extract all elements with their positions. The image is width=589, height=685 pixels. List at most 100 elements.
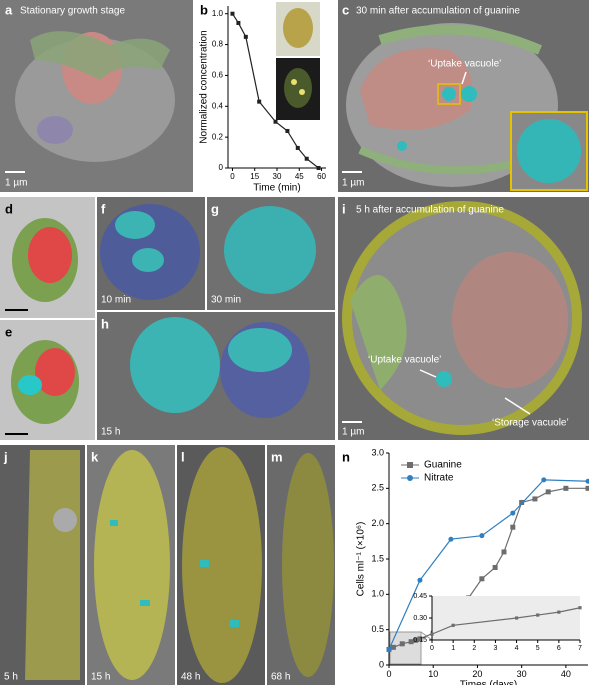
x-tick-label: 0 — [230, 172, 235, 181]
panel-caption: 30 min after accumulation of guanine — [356, 6, 520, 17]
crystal — [442, 87, 456, 101]
marker — [501, 549, 507, 555]
nucleus — [452, 252, 568, 388]
crystal — [291, 79, 297, 85]
marker — [285, 128, 290, 133]
marker — [585, 485, 589, 491]
y-tick-label: 1.5 — [371, 553, 384, 563]
x-tick-label: 45 — [295, 172, 304, 181]
x-tick-label: 1 — [451, 645, 455, 652]
y-tick-label: 1.0 — [371, 589, 384, 599]
x-tick-label: 30 — [273, 172, 282, 181]
marker — [236, 20, 241, 25]
cell — [283, 8, 313, 48]
scale-label: 1 µm — [342, 427, 364, 438]
x-tick-label: 60 — [317, 172, 326, 181]
annotation: ‘Uptake vacuole’ — [428, 59, 501, 70]
y-tick-label: 0 — [219, 163, 224, 172]
marker — [536, 613, 540, 617]
marker — [585, 478, 589, 484]
y-axis-label: Cells ml⁻¹ (×10⁶) — [356, 522, 367, 597]
x-tick-label: 5 — [536, 645, 540, 652]
crystal — [224, 206, 316, 294]
arrow — [419, 369, 437, 378]
panel-letter: h — [101, 316, 109, 331]
panel-letter: j — [3, 449, 8, 464]
annotation: ‘Storage vacuole’ — [492, 418, 569, 429]
plastid — [378, 24, 543, 55]
crystal — [132, 248, 164, 272]
legend-label: Guanine — [424, 460, 462, 471]
marker — [417, 577, 423, 583]
chloroplast — [35, 348, 75, 396]
scale-label: 1 µm — [342, 178, 364, 189]
plot-background — [432, 596, 580, 640]
scale-label: 1 µm — [5, 178, 27, 189]
plastid — [30, 31, 170, 80]
x-tick-label: 10 — [428, 669, 438, 679]
series-line — [431, 607, 581, 635]
vacuole — [282, 453, 334, 677]
marker — [563, 485, 569, 491]
y-axis-label: Normalized concentration — [199, 30, 210, 143]
panel-letter: n — [342, 449, 350, 464]
marker — [417, 636, 423, 642]
y-tick-label: 0.30 — [413, 615, 427, 622]
x-tick-label: 30 — [517, 669, 527, 679]
crystal — [130, 317, 220, 413]
legend-marker — [407, 475, 413, 481]
cell — [284, 68, 312, 108]
panel-letter: e — [5, 324, 12, 339]
vacuole — [37, 116, 73, 144]
y-tick-label: 2.0 — [371, 518, 384, 528]
x-tick-label: 2 — [472, 645, 476, 652]
x-axis-label: Times (days) — [460, 680, 517, 685]
y-tick-label: 3.0 — [371, 447, 384, 457]
crystal — [436, 371, 452, 387]
marker — [390, 644, 396, 650]
panel-caption: 15 h — [91, 672, 110, 683]
marker — [510, 524, 516, 530]
marker — [479, 533, 485, 539]
y-tick-label: 0.8 — [212, 40, 224, 49]
marker — [519, 499, 525, 505]
plastid — [358, 146, 532, 175]
vacuole — [25, 450, 80, 680]
marker — [510, 510, 516, 516]
arrow — [461, 71, 467, 85]
panel-letter: l — [181, 449, 185, 464]
marker — [399, 641, 405, 647]
x-tick-label: 40 — [561, 669, 571, 679]
panel-letter: i — [342, 201, 346, 216]
y-tick-label: 2.5 — [371, 483, 384, 493]
x-tick-label: 6 — [557, 645, 561, 652]
panel-letter: c — [342, 2, 349, 17]
x-tick-label: 0 — [386, 669, 391, 679]
marker — [451, 623, 455, 627]
panel-letter: d — [5, 201, 13, 216]
panel-caption: 15 h — [101, 427, 120, 438]
vacuole — [182, 447, 262, 683]
crystal — [115, 211, 155, 239]
panel-caption: 48 h — [181, 672, 200, 683]
vacuole — [94, 450, 170, 680]
crystal — [461, 86, 477, 102]
x-axis-label: Time (min) — [253, 183, 300, 194]
y-tick-label: 0.5 — [371, 624, 384, 634]
nucleus — [360, 48, 473, 130]
zoom-box — [437, 83, 461, 105]
panel-letter: g — [211, 201, 219, 216]
legend-marker — [407, 462, 413, 468]
panel-letter: m — [271, 449, 283, 464]
panel-letter: b — [200, 2, 208, 17]
y-tick-label: 0.2 — [212, 132, 224, 141]
marker — [532, 496, 538, 502]
marker — [492, 564, 498, 570]
marker — [430, 632, 434, 636]
crystal — [397, 141, 407, 151]
panel-letter: a — [5, 2, 13, 17]
legend-label: Nitrate — [424, 473, 454, 484]
x-tick-label: 0 — [430, 645, 434, 652]
crystal — [140, 600, 150, 606]
